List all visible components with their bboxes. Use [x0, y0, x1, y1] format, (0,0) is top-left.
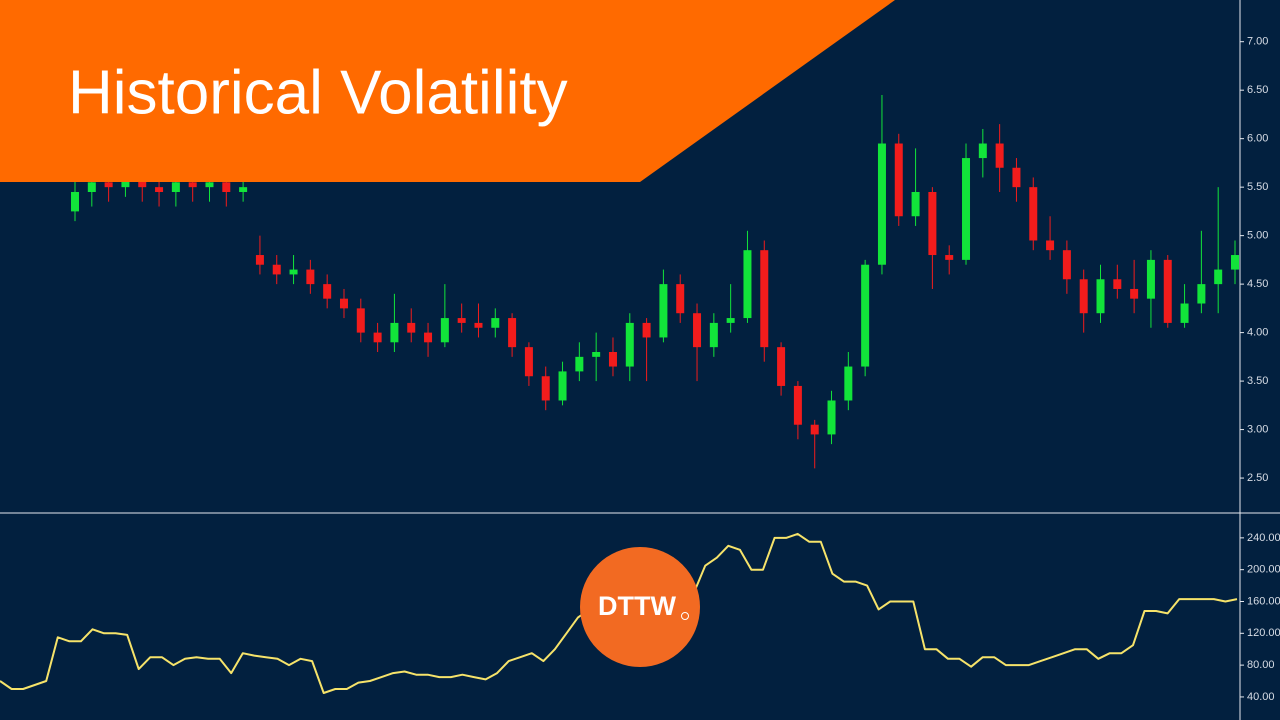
title-banner [0, 0, 895, 182]
candle-body [608, 352, 617, 367]
y-tick-label: 7.00 [1247, 36, 1268, 48]
candle-body [491, 318, 500, 328]
candle-body [810, 424, 819, 435]
candle-body [390, 322, 399, 343]
candle-body [558, 371, 567, 401]
candle-body [306, 269, 315, 285]
candle-body [777, 347, 786, 386]
candle-body [87, 182, 96, 192]
y-tick-label: 4.50 [1247, 278, 1268, 290]
candle-body [693, 313, 702, 348]
y-tick-label: 40.00 [1247, 691, 1275, 703]
candle-body [373, 332, 382, 343]
candle-body [255, 255, 264, 265]
candle-body [575, 356, 584, 372]
candle-body [1231, 255, 1239, 270]
candle-body [945, 255, 954, 260]
candle-body [1113, 279, 1122, 289]
candle-body [1029, 187, 1038, 241]
candle-body [71, 192, 79, 212]
candle-body [474, 322, 483, 328]
candle-body [894, 143, 903, 217]
candle-body [827, 400, 836, 435]
candle-body [709, 322, 718, 348]
candle-body [1130, 288, 1139, 299]
candle-body [457, 318, 466, 323]
candle-body [676, 284, 685, 314]
y-tick-label: 240.00 [1247, 532, 1280, 544]
candle-body [1214, 269, 1223, 285]
logo-mark [681, 612, 689, 620]
candle-body [978, 143, 987, 159]
candle-body [861, 264, 870, 367]
candle-body [407, 322, 416, 333]
candle-body [440, 318, 449, 343]
candle-body [339, 298, 348, 309]
candle-body [138, 177, 147, 188]
y-tick-label: 200.00 [1247, 564, 1280, 576]
candle-body [659, 284, 668, 338]
candle-body [1197, 284, 1206, 304]
candle-body [508, 318, 517, 348]
candle-body [726, 318, 735, 323]
candle-body [1163, 259, 1172, 323]
axis-labels: 2.50 3.00 3.50 4.00 4.50 5.00 5.50 6.00 6.50 7.00… [1240, 36, 1280, 703]
chart-title: Historical Volatility [68, 58, 568, 127]
y-tick-label: 2.50 [1247, 472, 1268, 484]
candle-body [592, 352, 601, 357]
y-tick-label: 160.00 [1247, 595, 1280, 607]
candle-body [121, 177, 130, 188]
candle-body [642, 322, 651, 338]
candle-body [188, 182, 197, 188]
candle-body [1079, 279, 1088, 314]
candle-body [171, 182, 180, 192]
candle-body [541, 376, 550, 401]
candle-body [356, 308, 365, 333]
candle-body [760, 250, 769, 348]
candle-body [962, 158, 971, 260]
candle-body [1096, 279, 1105, 314]
candle-body [272, 264, 281, 275]
candle-body [844, 366, 853, 401]
candle-body [289, 269, 298, 275]
candle-body [625, 322, 634, 367]
y-tick-label: 4.00 [1247, 327, 1268, 339]
y-tick-label: 3.50 [1247, 375, 1268, 387]
y-tick-label: 120.00 [1247, 627, 1280, 639]
y-tick-label: 3.00 [1247, 423, 1268, 435]
candle-body [911, 192, 920, 217]
candle-body [155, 187, 164, 192]
candle-body [1146, 259, 1155, 299]
y-tick-label: 6.50 [1247, 84, 1268, 96]
candle-body [743, 250, 752, 319]
logo-text: DTTW [598, 591, 676, 621]
candle-body [104, 182, 113, 188]
candle-body [877, 143, 886, 265]
candle-body [524, 347, 533, 377]
y-tick-label: 5.50 [1247, 181, 1268, 193]
candle-body [1180, 303, 1189, 323]
candle-body [205, 182, 214, 188]
candle-body [793, 385, 802, 425]
candle-body [239, 187, 248, 192]
candle-body [323, 284, 332, 299]
candle-body [1046, 240, 1055, 251]
y-tick-label: 5.00 [1247, 230, 1268, 242]
candle-body [1012, 167, 1021, 188]
logo-circle [580, 547, 700, 667]
y-tick-label: 6.00 [1247, 133, 1268, 145]
candle-body [928, 192, 937, 256]
candle-body [1062, 250, 1071, 280]
candle-body [424, 332, 433, 343]
y-tick-label: 80.00 [1247, 659, 1275, 671]
candle-body [995, 143, 1004, 168]
candle-body [222, 182, 231, 192]
